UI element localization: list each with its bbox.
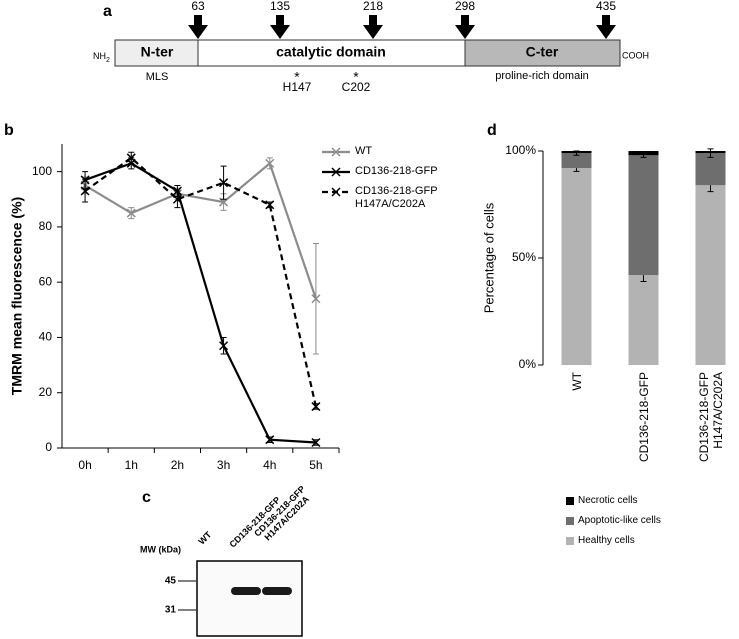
series-line bbox=[84, 156, 317, 407]
domain-box bbox=[114, 39, 199, 67]
panel-label: d bbox=[487, 122, 497, 139]
y-tick-label: 60 bbox=[39, 274, 53, 288]
terminus-label: NH2 bbox=[93, 51, 110, 63]
arrow-head bbox=[363, 25, 383, 39]
legend-swatch bbox=[566, 497, 574, 505]
bar-segment bbox=[628, 275, 659, 365]
data-point bbox=[311, 402, 321, 412]
x-tick-label: CD136-218-GFP H147A/C202A bbox=[696, 372, 725, 463]
position-label: 218 bbox=[363, 0, 383, 13]
x-tick-label: 0h bbox=[78, 458, 91, 472]
y-tick-label: 80 bbox=[39, 219, 53, 233]
bar-segment bbox=[561, 153, 592, 169]
series-line bbox=[84, 161, 317, 300]
asterisk: * bbox=[353, 69, 359, 85]
domain-box bbox=[464, 39, 621, 67]
y-tick-label: 100 bbox=[32, 164, 52, 178]
y-axis-label: TMRM mean fluorescence (%) bbox=[9, 197, 25, 395]
terminus-label: COOH bbox=[622, 50, 649, 60]
legend-label: WT bbox=[355, 145, 373, 157]
x-tick-label: 2h bbox=[171, 458, 184, 472]
legend-marker bbox=[331, 147, 341, 157]
mw-marker: 45 bbox=[165, 576, 177, 587]
data-point bbox=[219, 178, 229, 188]
data-point bbox=[219, 341, 229, 351]
x-tick-label: 1h bbox=[125, 458, 138, 472]
legend-marker bbox=[331, 167, 341, 177]
annotation: C202 bbox=[342, 80, 371, 94]
legend-marker bbox=[331, 187, 341, 197]
arrow-head bbox=[270, 25, 290, 39]
bar-segment bbox=[561, 168, 592, 365]
domain-label: N-ter bbox=[141, 44, 174, 60]
position-label: 63 bbox=[191, 0, 205, 13]
y-tick-label: 0 bbox=[45, 440, 52, 454]
x-tick-label: 4h bbox=[263, 458, 276, 472]
nh: NH bbox=[93, 51, 106, 61]
x-tick-label: WT bbox=[569, 372, 584, 391]
legend-label: CD136-218-GFP H147A/C202A bbox=[355, 185, 438, 210]
legend-label: CD136-218-GFP bbox=[355, 165, 438, 177]
position-label: 298 bbox=[455, 0, 475, 13]
mw-label: MW (kDa) bbox=[140, 544, 181, 554]
arrow-head bbox=[455, 25, 475, 39]
blot-band bbox=[262, 587, 292, 595]
nh-sub: 2 bbox=[106, 57, 110, 64]
data-point bbox=[265, 200, 275, 210]
position-label: 135 bbox=[270, 0, 290, 13]
legend-label: Apoptotic-like cells bbox=[578, 515, 661, 526]
arrow-stem bbox=[194, 15, 202, 25]
data-point bbox=[172, 194, 182, 204]
domain-box bbox=[197, 39, 466, 67]
arrow-stem bbox=[461, 15, 469, 25]
data-point bbox=[311, 294, 321, 304]
y-tick-label: 100% bbox=[505, 143, 536, 157]
blot-image bbox=[196, 560, 303, 637]
arrow-stem bbox=[276, 15, 284, 25]
arrow-head bbox=[596, 25, 616, 39]
domain-label: catalytic domain bbox=[276, 44, 386, 60]
legend-swatch bbox=[566, 537, 574, 545]
mw-marker: 31 bbox=[165, 605, 177, 616]
x-tick-label: 5h bbox=[309, 458, 322, 472]
position-label: 435 bbox=[596, 0, 616, 13]
bar-segment bbox=[695, 153, 726, 186]
domain-label: C-ter bbox=[526, 44, 559, 60]
panel-label: b bbox=[4, 122, 14, 139]
data-point bbox=[80, 186, 90, 196]
arrow-head bbox=[188, 25, 208, 39]
blot-band bbox=[231, 587, 261, 595]
series-line bbox=[84, 162, 316, 444]
y-axis-label: Percentage of cells bbox=[481, 202, 496, 313]
y-tick-label: 50% bbox=[512, 250, 536, 264]
x-tick-label: CD136-218-GFP bbox=[636, 372, 651, 463]
data-point bbox=[265, 435, 275, 445]
panel-label: c bbox=[142, 489, 151, 506]
annotation: proline-rich domain bbox=[495, 70, 589, 82]
bar-segment bbox=[628, 151, 659, 156]
panel-label: a bbox=[103, 3, 112, 20]
legend-swatch bbox=[566, 517, 574, 525]
asterisk: * bbox=[294, 69, 300, 85]
bar-segment bbox=[628, 155, 659, 276]
y-tick-label: 0% bbox=[519, 357, 537, 371]
annotation: MLS bbox=[146, 71, 169, 83]
data-point bbox=[126, 208, 136, 218]
bar-segment bbox=[561, 151, 592, 154]
data-point bbox=[311, 437, 321, 448]
data-point bbox=[126, 153, 136, 163]
y-tick-label: 40 bbox=[39, 330, 53, 344]
legend-label: Necrotic cells bbox=[578, 495, 638, 506]
x-tick-label: 3h bbox=[217, 458, 230, 472]
y-tick-label: 20 bbox=[39, 385, 53, 399]
annotation: H147 bbox=[283, 80, 312, 94]
legend-label: Healthy cells bbox=[578, 535, 635, 546]
data-point bbox=[265, 158, 275, 168]
bar-segment bbox=[695, 151, 726, 154]
bar-segment bbox=[695, 185, 726, 365]
arrow-stem bbox=[369, 15, 377, 25]
arrow-stem bbox=[602, 15, 610, 25]
